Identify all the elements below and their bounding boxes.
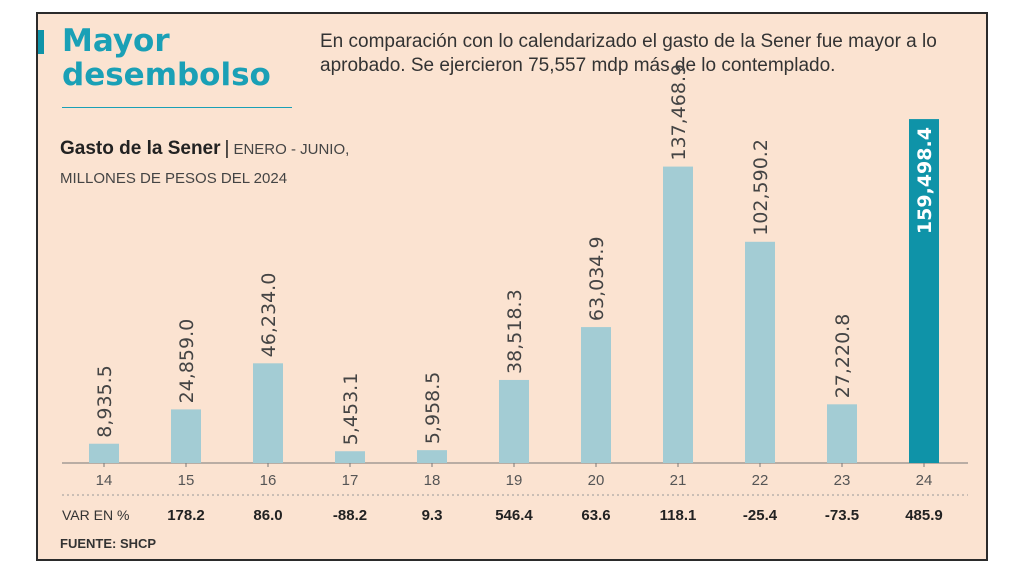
variation-value: 118.1	[660, 507, 697, 524]
bar	[335, 451, 365, 463]
bar-value-label: 5,453.1	[340, 373, 362, 446]
bar-value-label: 46,234.0	[258, 273, 280, 358]
bar	[663, 166, 693, 463]
variation-value: 63.6	[581, 507, 610, 524]
headline-line2: desembolso	[62, 57, 271, 93]
headline-line1: Mayor	[62, 23, 170, 59]
bar	[581, 327, 611, 463]
bar-value-label: 63,034.9	[586, 236, 608, 321]
chart-units: MILLONES DE PESOS DEL 2024	[60, 170, 288, 187]
chart-heading: Gasto de la Sener | ENERO - JUNIO,	[60, 138, 350, 159]
infographic-card: Mayor desembolso En comparación con lo c…	[36, 12, 988, 561]
bar	[499, 379, 529, 463]
variation-value: 546.4	[495, 507, 533, 524]
x-tick-label: 15	[178, 472, 195, 489]
variation-value: -88.2	[333, 507, 367, 524]
bar	[745, 241, 775, 463]
variation-value: 178.2	[167, 507, 205, 524]
variation-value: 86.0	[253, 507, 282, 524]
variation-value: 9.3	[422, 507, 443, 524]
title-accent-bar	[38, 30, 44, 54]
x-tick-label: 24	[916, 472, 933, 489]
bar-value-label: 38,518.3	[504, 289, 526, 374]
x-tick-label: 18	[424, 472, 441, 489]
bar-value-label: 27,220.8	[832, 314, 854, 399]
bar	[89, 443, 119, 463]
x-tick-label: 16	[260, 472, 277, 489]
x-tick-label: 21	[670, 472, 687, 489]
bar	[171, 409, 201, 463]
x-tick-label: 17	[342, 472, 359, 489]
x-tick-label: 14	[96, 472, 113, 489]
bar	[417, 450, 447, 463]
bar	[909, 119, 939, 463]
bar-value-label: 159,498.4	[914, 127, 936, 234]
source-note: FUENTE: SHCP	[60, 536, 157, 551]
bar-value-label: 137,468.9	[668, 64, 690, 161]
bar-value-label: 102,590.2	[750, 139, 772, 236]
summary-text: En comparación con lo calendarizado el g…	[320, 31, 937, 76]
variation-row-label: VAR EN %	[62, 507, 129, 523]
chart-title: Gasto de la Sener	[60, 138, 221, 159]
bar	[253, 363, 283, 463]
x-tick-label: 22	[752, 472, 769, 489]
headline-underline	[62, 107, 292, 108]
bar	[827, 404, 857, 463]
chart-period: ENERO - JUNIO,	[233, 141, 350, 158]
x-tick-label: 20	[588, 472, 605, 489]
variation-value: -25.4	[743, 507, 778, 524]
variation-value: 485.9	[905, 507, 943, 524]
bar-chart: 14 8,935.5 15 24,859.0 16 46,234.0 17 5,453.1 18…	[62, 64, 968, 524]
headline: Mayor desembolso	[62, 24, 302, 92]
x-tick-label: 19	[506, 472, 523, 489]
x-tick-label: 23	[834, 472, 851, 489]
bar-value-label: 5,958.5	[422, 372, 444, 445]
bar-value-label: 8,935.5	[94, 365, 116, 438]
variation-value: -73.5	[825, 507, 859, 524]
bar-value-label: 24,859.0	[176, 319, 198, 404]
